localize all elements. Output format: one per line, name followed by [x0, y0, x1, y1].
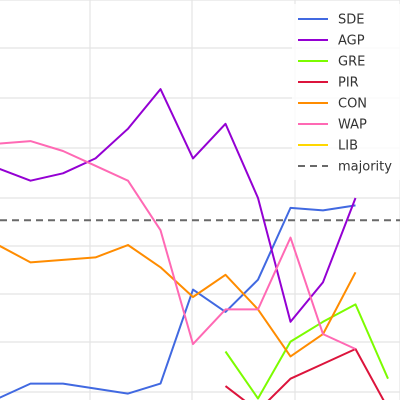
series-line-gre [224, 303, 389, 400]
legend-label-sde: SDE [338, 13, 364, 28]
series-line-pir [224, 348, 385, 400]
legend-label-gre: GRE [338, 55, 365, 70]
legend-label-majority: majority [338, 160, 392, 175]
series-line-wap [0, 140, 356, 350]
series-line-agp [0, 88, 357, 323]
legend-background [292, 4, 400, 180]
legend-label-wap: WAP [338, 118, 367, 133]
legend-label-lib: LIB [338, 139, 358, 154]
series-line-con [0, 244, 357, 358]
legend-label-con: CON [338, 97, 367, 112]
legend-label-agp: AGP [338, 34, 365, 49]
legend-label-pir: PIR [338, 76, 359, 91]
legend: SDE AGP GRE PIR CON WAP LIB majority [292, 4, 400, 180]
series-line-sde [0, 204, 356, 399]
series-lines [0, 88, 400, 400]
